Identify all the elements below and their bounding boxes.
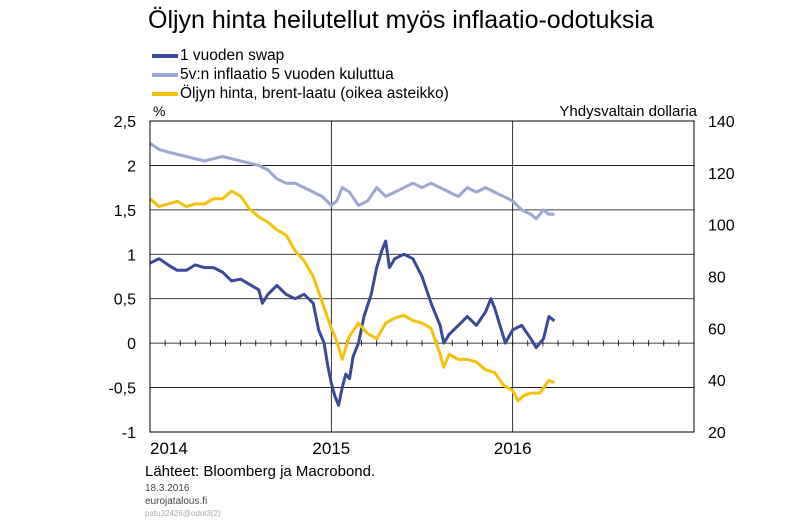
- source-note: Lähteet: Bloomberg ja Macrobond.: [145, 463, 376, 480]
- x-tick-label: 2016: [494, 439, 532, 458]
- legend-label-swap: 1 vuoden swap: [180, 46, 285, 64]
- x-tick-label: 2014: [150, 439, 188, 458]
- y-left-tick-label: 2: [127, 158, 136, 175]
- site-note: eurojatalous.fi: [145, 496, 208, 507]
- legend-label-oil: Öljyn hinta, brent-laatu (oikea asteikko…: [180, 84, 449, 102]
- y-left-tick-label: 1,5: [114, 203, 136, 220]
- plot-frame: [149, 120, 695, 433]
- series-line-swap: [149, 239, 556, 407]
- y-right-tick-label: 100: [708, 218, 735, 235]
- date-note: 18.3.2016: [145, 483, 190, 494]
- legend-item-inflation: 5v:n inflaatio 5 vuoden kuluttua: [152, 65, 449, 84]
- legend-swatch-inflation: [152, 72, 178, 77]
- chart-title: Öljyn hinta heilutellut myös inflaatio-o…: [148, 6, 654, 34]
- y-left-tick-label: -0,5: [108, 381, 136, 398]
- series-line-oil: [149, 189, 556, 403]
- legend-swatch-oil: [152, 91, 178, 96]
- y-left-tick-label: 1: [127, 247, 136, 264]
- y-right-tick-label: 60: [708, 321, 726, 338]
- legend: 1 vuoden swap 5v:n inflaatio 5 vuoden ku…: [152, 46, 449, 103]
- y-right-tick-label: 20: [708, 425, 726, 442]
- legend-item-oil: Öljyn hinta, brent-laatu (oikea asteikko…: [152, 84, 449, 103]
- code-note: patu32426@odot3(2): [145, 509, 221, 518]
- y-left-tick-label: -1: [122, 425, 136, 442]
- y-left-tick-label: 0: [127, 336, 136, 353]
- left-axis-unit: %: [153, 103, 166, 119]
- y-left-tick-label: 2,5: [114, 114, 136, 131]
- series-line-inflation: [149, 141, 555, 221]
- x-tick-label: 2015: [312, 439, 350, 458]
- legend-label-inflation: 5v:n inflaatio 5 vuoden kuluttua: [180, 65, 394, 83]
- y-right-tick-label: 140: [708, 114, 735, 131]
- y-left-tick-label: 0,5: [114, 292, 136, 309]
- right-axis-unit: Yhdysvaltain dollaria: [559, 103, 697, 120]
- legend-item-swap: 1 vuoden swap: [152, 46, 449, 65]
- y-right-tick-label: 80: [708, 270, 726, 287]
- legend-swatch-swap: [152, 53, 178, 58]
- y-right-tick-label: 40: [708, 373, 726, 390]
- y-right-tick-label: 120: [708, 166, 735, 183]
